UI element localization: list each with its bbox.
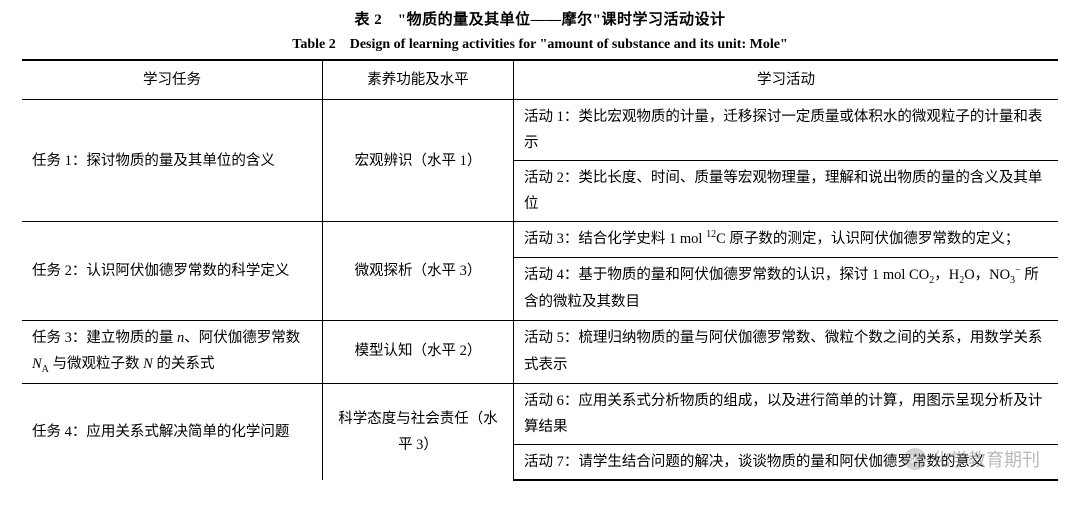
- cell-activity-1-1: 活动 1：类比宏观物质的计量，迁移探讨一定质量或体积水的微观粒子的计量和表示: [514, 100, 1059, 161]
- table-caption-cn: 表 2 "物质的量及其单位——摩尔"课时学习活动设计: [22, 8, 1058, 29]
- cell-level-3: 模型认知（水平 2）: [323, 320, 514, 383]
- cell-level-1: 宏观辨识（水平 1）: [323, 100, 514, 222]
- cell-activity-1-2: 活动 2：类比长度、时间、质量等宏观物理量，理解和说出物质的量的含义及其单位: [514, 161, 1059, 222]
- learning-activities-table: 学习任务 素养功能及水平 学习活动 任务 1：探讨物质的量及其单位的含义 宏观辨…: [22, 59, 1058, 481]
- table-row: 任务 4：应用关系式解决简单的化学问题 科学态度与社会责任（水平 3） 活动 6…: [22, 383, 1058, 444]
- cell-level-4: 科学态度与社会责任（水平 3）: [323, 383, 514, 480]
- table-row: 任务 1：探讨物质的量及其单位的含义 宏观辨识（水平 1） 活动 1：类比宏观物…: [22, 100, 1058, 161]
- table-caption-en: Table 2 Design of learning activities fo…: [22, 33, 1058, 53]
- cell-task-4: 任务 4：应用关系式解决简单的化学问题: [22, 383, 323, 480]
- cell-activity-2-1: 活动 3：结合化学史料 1 mol 12C 原子数的测定，认识阿伏伽德罗常数的定…: [514, 222, 1059, 257]
- table-row: 任务 2：认识阿伏伽德罗常数的科学定义 微观探析（水平 3） 活动 3：结合化学…: [22, 222, 1058, 257]
- cell-activity-4-1: 活动 6：应用关系式分析物质的组成，以及进行简单的计算，用图示呈现分析及计算结果: [514, 383, 1059, 444]
- cell-level-2: 微观探析（水平 3）: [323, 222, 514, 320]
- cell-activity-2-2: 活动 4：基于物质的量和阿伏伽德罗常数的认识，探讨 1 mol CO2，H2O，…: [514, 257, 1059, 320]
- col-header-level: 素养功能及水平: [323, 60, 514, 100]
- cell-activity-4-2: 活动 7：请学生结合问题的解决，谈谈物质的量和阿伏伽德罗常数的意义: [514, 444, 1059, 480]
- col-header-task: 学习任务: [22, 60, 323, 100]
- cell-task-2: 任务 2：认识阿伏伽德罗常数的科学定义: [22, 222, 323, 320]
- cell-task-1: 任务 1：探讨物质的量及其单位的含义: [22, 100, 323, 222]
- col-header-activity: 学习活动: [514, 60, 1059, 100]
- page-root: 表 2 "物质的量及其单位——摩尔"课时学习活动设计 Table 2 Desig…: [0, 0, 1080, 514]
- table-header-row: 学习任务 素养功能及水平 学习活动: [22, 60, 1058, 100]
- table-row: 任务 3：建立物质的量 n、阿伏伽德罗常数 NA 与微观粒子数 N 的关系式 模…: [22, 320, 1058, 383]
- cell-activity-3-1: 活动 5：梳理归纳物质的量与阿伏伽德罗常数、微粒个数之间的关系，用数学关系式表示: [514, 320, 1059, 383]
- cell-task-3: 任务 3：建立物质的量 n、阿伏伽德罗常数 NA 与微观粒子数 N 的关系式: [22, 320, 323, 383]
